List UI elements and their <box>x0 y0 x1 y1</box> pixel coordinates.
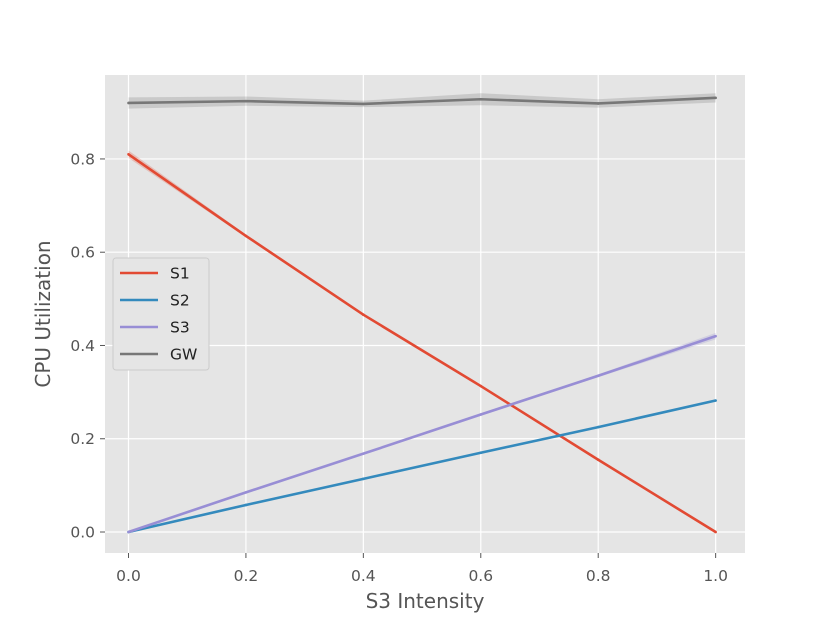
data-point-s3 <box>244 491 248 494</box>
y-tick-label: 0.4 <box>70 337 95 355</box>
legend-item-s1: S1 <box>120 265 190 283</box>
data-point-s2 <box>362 477 365 481</box>
x-tick-label: 0.4 <box>351 567 376 585</box>
y-tick-label: 0.8 <box>70 150 95 168</box>
x-tick-label: 0.8 <box>586 567 611 585</box>
data-point-s3 <box>714 334 717 338</box>
legend-label: GW <box>170 346 197 364</box>
x-axis-ticks: 0.0 0.2 0.4 0.6 0.8 1.0 <box>116 553 728 585</box>
data-point-s1 <box>714 530 717 534</box>
data-point-s1 <box>596 458 600 462</box>
legend-item-s2: S2 <box>120 292 190 310</box>
y-tick-label: 0.0 <box>70 524 95 542</box>
data-point-s2 <box>479 451 483 455</box>
data-point-s3 <box>362 452 365 455</box>
data-point-s1 <box>127 152 130 156</box>
data-point-gw <box>714 96 717 100</box>
data-point-s3 <box>596 374 600 378</box>
series-line-s2 <box>128 399 716 534</box>
data-point-s1 <box>244 234 248 238</box>
data-point-s3 <box>127 530 130 534</box>
plot-background <box>105 75 745 553</box>
x-tick-label: 0.0 <box>116 567 141 585</box>
y-axis-label: CPU Utilization <box>31 240 55 387</box>
data-point-s2 <box>244 503 248 507</box>
data-point-gw <box>479 97 483 101</box>
legend-label: S2 <box>170 292 190 310</box>
data-point-s1 <box>479 384 483 388</box>
legend: S1 S2 S3 GW <box>112 257 210 371</box>
legend-frame <box>112 257 210 371</box>
data-point-gw <box>244 99 248 103</box>
data-point-gw <box>596 102 600 105</box>
data-point-s1 <box>362 313 365 316</box>
series-line-gw <box>128 96 716 106</box>
x-tick-label: 0.6 <box>468 567 493 585</box>
y-tick-label: 0.2 <box>70 430 95 448</box>
y-tick-label: 0.6 <box>70 244 95 262</box>
x-tick-label: 1.0 <box>703 567 728 585</box>
data-point-s3 <box>479 413 483 416</box>
data-point-gw <box>362 102 365 106</box>
x-tick-label: 0.2 <box>234 567 259 585</box>
legend-label: S1 <box>170 265 190 283</box>
x-axis-label: S3 Intensity <box>366 589 485 613</box>
series-line-s3 <box>128 334 717 534</box>
legend-item-s3: S3 <box>120 319 190 337</box>
legend-label: S3 <box>170 319 190 337</box>
legend-item-gw: GW <box>120 346 197 364</box>
y-axis-ticks: 0.0 0.2 0.4 0.6 0.8 <box>70 150 105 542</box>
series-lines <box>127 96 717 534</box>
data-point-gw <box>127 101 130 105</box>
data-point-s2 <box>714 399 717 402</box>
series-line-s1 <box>127 153 717 534</box>
data-point-s2 <box>596 425 600 429</box>
